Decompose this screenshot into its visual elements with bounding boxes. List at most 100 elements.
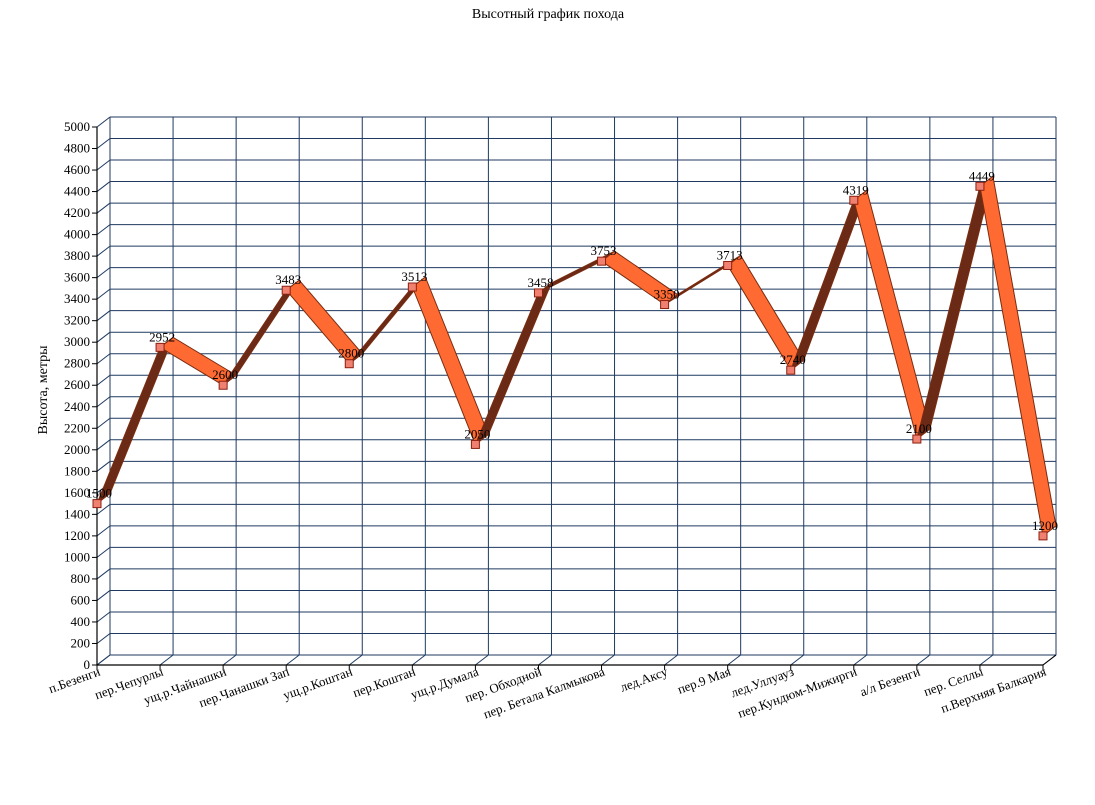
gridline-floor	[96, 654, 111, 666]
gridline-floor	[979, 654, 994, 666]
data-point-marker	[1038, 531, 1048, 541]
ribbon-segment	[474, 281, 553, 446]
y-tick-label: 1600	[64, 485, 90, 500]
y-tick-label: 800	[71, 571, 91, 586]
data-label: 3483	[275, 272, 301, 287]
data-label: 3513	[401, 269, 427, 284]
data-label: 2800	[338, 346, 364, 361]
y-tick-label: 4800	[64, 141, 90, 156]
gridline-floor	[727, 654, 741, 666]
gridline-depth	[96, 267, 111, 279]
gridline-depth	[96, 245, 111, 257]
floor-edge	[1042, 654, 1057, 666]
data-point-marker	[281, 285, 291, 295]
gridline-depth	[96, 353, 111, 365]
y-tick-label: 3400	[64, 291, 90, 306]
data-point-marker	[92, 499, 102, 509]
y-tick-label: 4200	[64, 205, 90, 220]
elevation-data-labels: 1500 2952 2600 3483 2800 3513 2050 3458 3753 3350…	[86, 168, 1058, 533]
data-label: 4449	[969, 168, 995, 183]
data-label: 1200	[1032, 518, 1058, 533]
x-tick-label: ущ.р.Коштан	[281, 664, 354, 703]
gridline-floor	[916, 654, 931, 666]
gridline-depth	[96, 116, 111, 128]
gridline-depth	[96, 374, 111, 386]
gridline-depth	[96, 611, 111, 623]
data-label: 4319	[843, 182, 869, 197]
gridline-depth	[96, 590, 111, 601]
gridline-depth	[96, 547, 111, 558]
data-label: 3350	[654, 287, 680, 302]
x-tick-label: а/л Безенги	[858, 664, 922, 700]
data-label: 2600	[212, 367, 238, 382]
x-tick-label: п.Верхняя Балкария	[939, 664, 1048, 716]
y-tick-label: 2000	[64, 442, 90, 457]
gridline-depth	[96, 159, 111, 171]
data-label: 1500	[86, 486, 112, 501]
gridline-floor	[475, 654, 489, 666]
y-tick-label: 4400	[64, 184, 90, 199]
y-tick-label: 2800	[64, 356, 90, 371]
x-axis-ticks: п.Безенгипер.Чепурлыущ.р.Чайнашкипер.Чан…	[46, 664, 1048, 722]
gridline-depth	[96, 331, 111, 343]
y-tick-label: 2400	[64, 399, 90, 414]
y-tick-label: 4000	[64, 227, 90, 242]
x-tick-label: пер.9 Мая	[675, 664, 732, 697]
y-axis-ticks: 0 200 400 600 800 1000 1200 1400 1600 1800 2000 220…	[64, 119, 97, 672]
ribbon-segment	[789, 188, 868, 372]
chart-title: Высотный график похода	[472, 7, 625, 22]
ribbon-segment	[916, 175, 994, 441]
gridline-floor	[601, 654, 615, 666]
gridline-floor	[159, 654, 174, 666]
y-tick-label: 400	[71, 614, 91, 629]
chart-grid	[96, 116, 1057, 666]
data-label: 2100	[906, 421, 932, 436]
data-point-marker	[155, 342, 165, 352]
y-tick-label: 3200	[64, 313, 90, 328]
gridline-floor	[538, 654, 552, 666]
chart-axes	[96, 127, 1057, 666]
data-label: 3458	[527, 275, 553, 290]
elevation-markers	[92, 181, 1048, 541]
y-tick-label: 5000	[64, 119, 90, 134]
data-point-marker	[975, 181, 985, 191]
y-tick-label: 1800	[64, 463, 90, 478]
data-label: 2740	[780, 352, 806, 367]
gridline-floor	[348, 654, 363, 666]
data-point-marker	[533, 288, 543, 298]
gridline-depth	[96, 181, 111, 192]
gridline-depth	[96, 310, 111, 322]
gridline-floor	[222, 654, 237, 666]
gridline-floor	[664, 654, 678, 666]
y-tick-label: 600	[71, 592, 91, 607]
gridline-depth	[96, 460, 111, 472]
gridline-depth	[96, 138, 111, 149]
y-tick-label: 1200	[64, 528, 90, 543]
data-point-marker	[786, 365, 796, 375]
gridline-depth	[96, 503, 111, 515]
ribbon-segment	[411, 276, 490, 446]
gridline-depth	[96, 202, 111, 214]
data-label: 2952	[149, 329, 175, 344]
y-tick-label: 1000	[64, 549, 90, 564]
gridline-depth	[96, 568, 111, 580]
ribbon-segment	[979, 175, 1057, 537]
data-point-marker	[660, 300, 670, 310]
y-tick-label: 3600	[64, 270, 90, 285]
data-label: 3753	[591, 243, 617, 258]
gridline-floor	[285, 654, 300, 666]
data-point-marker	[470, 439, 480, 449]
y-tick-label: 0	[84, 657, 91, 672]
gridline-depth	[96, 417, 111, 429]
data-point-marker	[849, 195, 859, 205]
x-tick-label: лед.Аксу	[618, 664, 670, 695]
data-point-marker	[344, 359, 354, 369]
data-point-marker	[407, 282, 417, 292]
y-tick-label: 2200	[64, 420, 90, 435]
y-tick-label: 1400	[64, 506, 90, 521]
data-point-marker	[723, 260, 733, 270]
y-tick-label: 200	[71, 635, 91, 650]
gridline-depth	[96, 525, 111, 537]
gridline-depth	[96, 439, 111, 451]
gridline-depth	[96, 396, 111, 408]
